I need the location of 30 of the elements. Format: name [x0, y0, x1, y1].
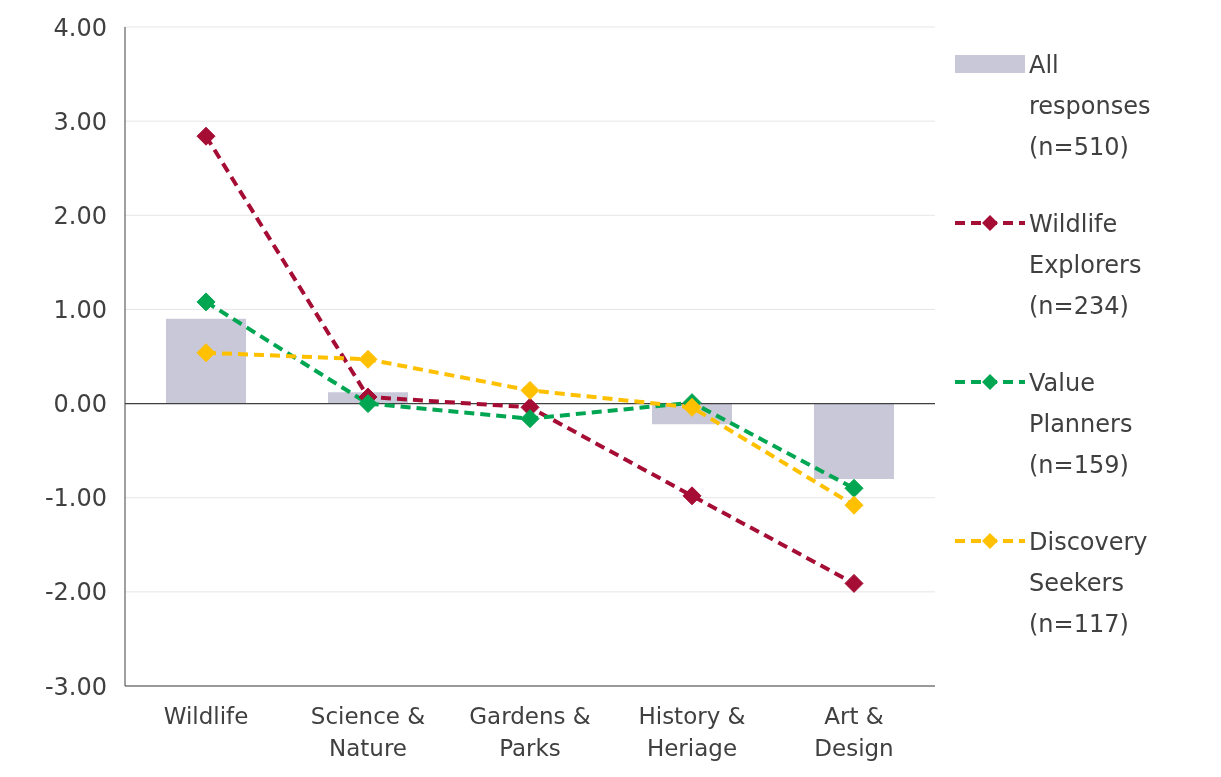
y-tick-label: 0.00: [53, 390, 107, 419]
point: [196, 292, 216, 312]
point: [358, 349, 378, 369]
x-tick-label: Gardens & Parks: [469, 703, 591, 761]
x-tick-label: Art & Design: [814, 703, 894, 761]
legend-label: Wildlife Explorers (n=234): [1029, 209, 1143, 322]
legend-label: All responses (n=510): [1029, 50, 1152, 163]
point: [844, 478, 864, 498]
bar: [166, 318, 246, 404]
legend-label: Discovery Seekers (n=117): [1029, 527, 1149, 640]
x-tick-label: Science & Nature: [310, 703, 426, 761]
x-tick-label: History & Heriage: [638, 703, 746, 761]
y-tick-label: -1.00: [44, 484, 107, 513]
legend-label: Value Planners (n=159): [1029, 368, 1134, 481]
y-tick-label: 3.00: [53, 107, 107, 136]
point: [520, 380, 540, 400]
point: [682, 486, 702, 506]
x-tick-label: Wildlife: [163, 703, 249, 729]
point: [358, 394, 378, 414]
point: [844, 573, 864, 593]
y-tick-label: 4.00: [53, 13, 107, 42]
y-tick-label: 1.00: [53, 295, 107, 324]
point: [196, 343, 216, 363]
point: [844, 495, 864, 515]
bar: [814, 403, 894, 479]
y-tick-label: 2.00: [53, 201, 107, 230]
point: [520, 409, 540, 429]
y-tick-label: -2.00: [44, 578, 107, 607]
y-tick-label: -3.00: [44, 672, 107, 701]
point: [196, 126, 216, 146]
